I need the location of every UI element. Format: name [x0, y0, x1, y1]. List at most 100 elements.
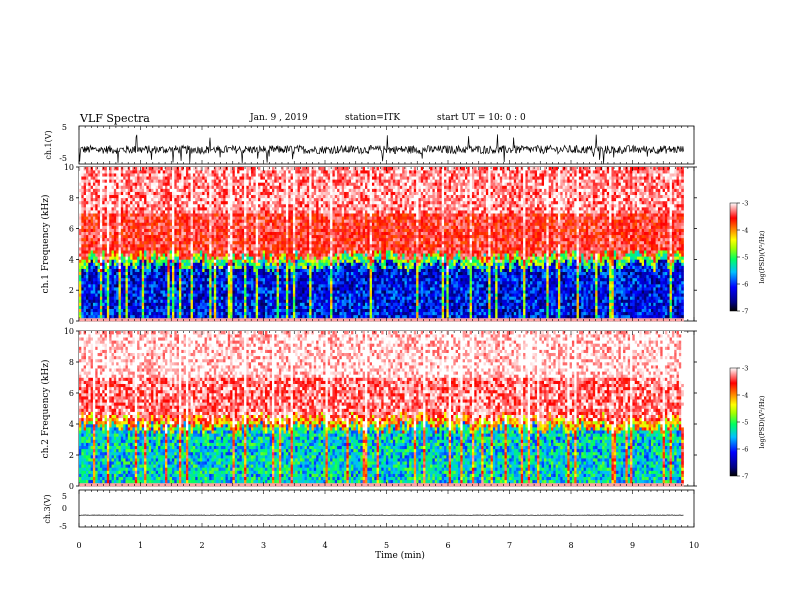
spectrogram-cell — [292, 250, 296, 254]
spectrogram-cell — [176, 210, 180, 214]
spectrogram-cell — [190, 271, 194, 276]
spectrogram-cell — [104, 250, 108, 254]
spectrogram-cell — [285, 305, 289, 309]
spectrogram-cell — [162, 179, 166, 183]
spectrogram-cell — [253, 277, 257, 282]
spectrogram-cell — [276, 173, 280, 177]
spectrogram-cell — [304, 200, 308, 205]
spectrogram-cell — [281, 213, 284, 217]
spectrogram-cell — [265, 287, 268, 291]
spectrogram-cell — [176, 222, 180, 226]
spectrogram-cell — [83, 256, 87, 260]
spectrogram-cell — [95, 188, 98, 192]
spectrogram-cell — [185, 317, 189, 322]
spectrogram-cell — [181, 262, 184, 266]
spectrogram-cell — [148, 271, 152, 276]
spectrogram-cell — [85, 317, 89, 322]
spectrogram-cell — [283, 274, 287, 279]
spectrogram-cell — [227, 179, 231, 183]
spectrogram-cell — [202, 228, 205, 232]
spectrogram-cell — [227, 185, 231, 189]
spectrogram-cell — [181, 268, 184, 273]
spectrogram-cell — [232, 203, 236, 208]
spectrogram-cell — [137, 280, 140, 285]
spectrogram-cell — [276, 225, 280, 229]
spectrogram-cell — [151, 240, 154, 245]
spectrogram-cell — [299, 259, 303, 263]
spectrogram-cell — [185, 207, 189, 211]
spectrogram-cell — [281, 228, 284, 232]
spectrogram-cell — [258, 216, 261, 220]
spectrogram-cell — [269, 240, 273, 245]
spectrogram-cell — [181, 290, 184, 294]
spectrogram-cell — [123, 256, 126, 260]
spectrogram-cell — [176, 234, 180, 239]
spectrogram-cell — [183, 293, 187, 297]
spectrogram-cell — [276, 203, 280, 208]
spectrogram-cell — [99, 228, 103, 232]
spectrogram-cell — [244, 311, 247, 316]
spectrogram-cell — [304, 167, 308, 171]
spectrogram-cell — [146, 256, 150, 260]
spectrogram-cell — [178, 256, 182, 260]
spectrogram-cell — [206, 256, 210, 260]
spectrogram-cell — [220, 250, 224, 254]
spectrogram-cell — [97, 262, 101, 266]
spectrogram-cell — [155, 287, 159, 291]
spectrogram-cell — [132, 308, 136, 313]
spectrogram-cell — [162, 213, 166, 217]
spectrogram-cell — [151, 219, 154, 223]
spectrogram-cell — [239, 274, 243, 279]
spectrogram-cell — [225, 237, 229, 242]
spectrogram-cell — [185, 287, 189, 291]
spectrogram-cell — [218, 296, 222, 300]
spectrogram-cell — [162, 262, 166, 266]
spectrogram-cell — [134, 277, 138, 282]
spectrogram-cell — [102, 191, 105, 196]
spectrogram-cell — [151, 210, 154, 214]
spectrogram-cell — [260, 287, 263, 291]
spectrogram-cell — [97, 188, 101, 192]
spectrogram-cell — [137, 308, 140, 313]
spectrogram-cell — [151, 274, 154, 279]
spectrogram-cell — [99, 237, 103, 242]
spectrogram-cell — [220, 222, 224, 226]
spectrogram-cell — [309, 231, 312, 236]
spectrogram-cell — [248, 247, 252, 251]
spectrogram-cell — [130, 244, 133, 248]
spectrogram-cell — [285, 287, 289, 291]
spectrogram-cell — [106, 314, 110, 319]
spectrogram-cell — [204, 203, 208, 208]
spectrogram-cell — [241, 271, 245, 276]
spectrogram-cell — [204, 210, 208, 214]
spectrogram-cell — [160, 173, 164, 177]
spectrogram-cell — [227, 271, 231, 276]
spectrogram-cell — [162, 284, 166, 288]
spectrogram-cell — [125, 308, 129, 313]
spectrogram-cell — [165, 317, 168, 322]
spectrogram-cell — [232, 299, 236, 303]
spectrogram-cell — [225, 170, 229, 174]
spectrogram-cell — [139, 305, 143, 309]
spectrogram-cell — [255, 210, 259, 214]
spectrogram-cell — [225, 293, 229, 297]
spectrogram-cell — [88, 284, 91, 288]
spectrogram-cell — [278, 244, 282, 248]
spectrogram-cell — [160, 234, 164, 239]
spectrogram-cell — [278, 314, 282, 319]
spectrogram-cell — [306, 274, 310, 279]
spectrogram-cell — [190, 210, 194, 214]
spectrogram-cell — [278, 228, 282, 232]
spectrogram-cell — [90, 237, 94, 242]
spectrogram-cell — [160, 299, 164, 303]
spectrogram-cell — [79, 216, 82, 220]
spectrogram-cell — [290, 222, 294, 226]
spectrogram-cell — [83, 259, 87, 263]
spectrogram-cell — [188, 271, 191, 276]
spectrogram-cell — [213, 219, 217, 223]
spectrogram-cell — [302, 210, 305, 214]
spectrogram-cell — [246, 182, 250, 186]
spectrogram-cell — [297, 176, 301, 180]
spectrogram-cell — [290, 197, 294, 202]
spectrogram-cell — [134, 280, 138, 285]
